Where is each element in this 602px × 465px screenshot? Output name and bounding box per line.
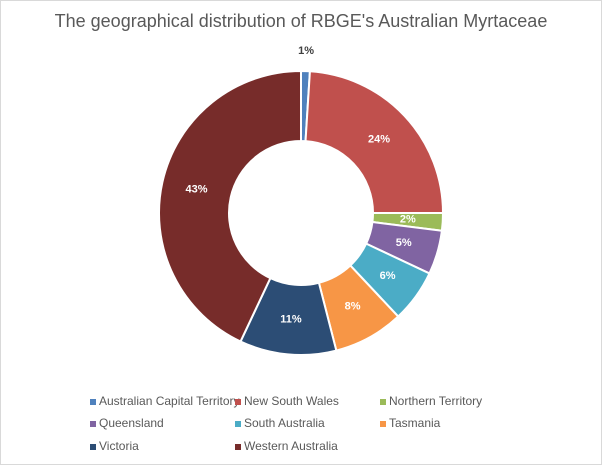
donut-slice — [158, 69, 302, 343]
data-label: 1% — [298, 45, 314, 57]
legend-swatch — [235, 421, 241, 427]
legend-swatch — [90, 421, 96, 427]
chart-title: The geographical distribution of RBGE's … — [55, 11, 548, 31]
data-label: 11% — [280, 313, 302, 325]
legend-label: Western Australia — [244, 439, 338, 453]
legend-label: Tasmania — [389, 416, 441, 430]
data-label: 24% — [368, 134, 390, 146]
legend-label: New South Wales — [244, 394, 339, 408]
legend-swatch — [380, 421, 386, 427]
data-label: 5% — [396, 237, 412, 249]
legend-swatch — [235, 444, 241, 450]
legend-swatch — [90, 399, 96, 405]
legend-label: Northern Territory — [389, 394, 482, 408]
legend-swatch — [380, 399, 386, 405]
legend-label: Australian Capital Territory — [99, 394, 240, 408]
data-label: 2% — [400, 214, 416, 226]
legend-label: South Australia — [244, 416, 325, 430]
legend-label: Queensland — [99, 416, 164, 430]
donut-slice — [304, 70, 445, 214]
legend-swatch — [90, 444, 96, 450]
data-label: 8% — [345, 301, 361, 313]
legend-swatch — [235, 399, 241, 405]
data-label: 43% — [186, 184, 208, 196]
data-label: 6% — [380, 270, 396, 282]
legend-label: Victoria — [99, 439, 139, 453]
